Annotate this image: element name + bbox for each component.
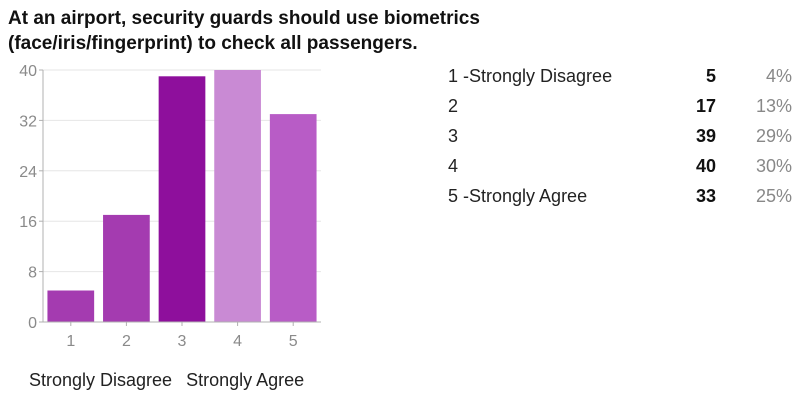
row-count: 5 — [706, 66, 716, 87]
table-row: 2 17 13% — [448, 90, 796, 120]
y-tick-label: 24 — [19, 164, 37, 181]
bar — [159, 76, 206, 322]
y-tick-label: 40 — [19, 63, 37, 80]
y-tick-label: 0 — [28, 315, 37, 332]
row-percent: 29% — [756, 126, 792, 147]
y-tick-label: 8 — [28, 265, 37, 282]
x-category-label: 1 — [66, 333, 75, 350]
row-count: 33 — [696, 186, 716, 207]
table-row: 5 -Strongly Agree 33 25% — [448, 180, 796, 210]
table-row: 1 -Strongly Disagree 5 4% — [448, 60, 796, 90]
axis-end-label-low: Strongly Disagree — [29, 370, 172, 390]
y-ticks: 0 8 16 24 32 40 — [19, 63, 43, 332]
bar — [47, 291, 94, 323]
x-categories: 1 2 3 4 5 — [66, 322, 297, 350]
row-percent: 30% — [756, 156, 792, 177]
row-count: 40 — [696, 156, 716, 177]
axis-end-labels: Strongly Disagree Strongly Agree — [29, 370, 318, 391]
bars — [47, 70, 316, 322]
row-label: 5 -Strongly Agree — [448, 186, 587, 207]
row-percent: 4% — [766, 66, 792, 87]
row-label: 2 — [448, 96, 458, 117]
x-category-label: 5 — [289, 333, 298, 350]
x-category-label: 3 — [178, 333, 187, 350]
row-count: 17 — [696, 96, 716, 117]
x-category-label: 4 — [233, 333, 242, 350]
table-row: 4 40 30% — [448, 150, 796, 180]
row-label: 3 — [448, 126, 458, 147]
axis-end-label-high: Strongly Agree — [186, 370, 304, 390]
bar — [103, 215, 150, 322]
row-count: 39 — [696, 126, 716, 147]
response-table: 1 -Strongly Disagree 5 4% 2 17 13% 3 39 … — [448, 60, 796, 210]
bar — [270, 114, 317, 322]
x-category-label: 2 — [122, 333, 131, 350]
row-percent: 13% — [756, 96, 792, 117]
row-percent: 25% — [756, 186, 792, 207]
row-label: 4 — [448, 156, 458, 177]
y-tick-label: 16 — [19, 214, 37, 231]
row-label: 1 -Strongly Disagree — [448, 66, 612, 87]
y-tick-label: 32 — [19, 113, 37, 130]
bar — [214, 70, 261, 322]
table-row: 3 39 29% — [448, 120, 796, 150]
